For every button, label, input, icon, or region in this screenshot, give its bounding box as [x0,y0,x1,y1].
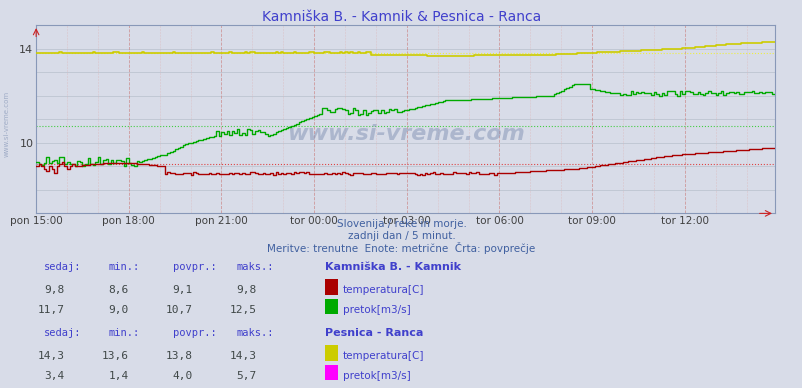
Text: Slovenija / reke in morje.: Slovenija / reke in morje. [336,219,466,229]
Text: Kamniška B. - Kamnik: Kamniška B. - Kamnik [325,262,460,272]
Text: maks.:: maks.: [237,262,274,272]
Text: min.:: min.: [108,262,140,272]
Text: temperatura[C]: temperatura[C] [342,285,423,295]
Text: povpr.:: povpr.: [172,262,216,272]
Text: 9,8: 9,8 [44,285,64,295]
Text: www.si-vreme.com: www.si-vreme.com [3,91,10,157]
Text: 5,7: 5,7 [237,371,257,381]
Text: temperatura[C]: temperatura[C] [342,351,423,361]
Text: 12,5: 12,5 [229,305,257,315]
Text: 10,7: 10,7 [165,305,192,315]
Text: 4,0: 4,0 [172,371,192,381]
Text: Meritve: trenutne  Enote: metrične  Črta: povprečje: Meritve: trenutne Enote: metrične Črta: … [267,242,535,255]
Text: 3,4: 3,4 [44,371,64,381]
Text: pretok[m3/s]: pretok[m3/s] [342,371,410,381]
Text: Kamniška B. - Kamnik & Pesnica - Ranca: Kamniška B. - Kamnik & Pesnica - Ranca [261,10,541,24]
Text: 1,4: 1,4 [108,371,128,381]
Text: sedaj:: sedaj: [44,262,82,272]
Text: 14,3: 14,3 [37,351,64,361]
Text: 13,6: 13,6 [101,351,128,361]
Text: 9,0: 9,0 [108,305,128,315]
Text: povpr.:: povpr.: [172,328,216,338]
Text: maks.:: maks.: [237,328,274,338]
Text: 8,6: 8,6 [108,285,128,295]
Text: pretok[m3/s]: pretok[m3/s] [342,305,410,315]
Text: 9,1: 9,1 [172,285,192,295]
Text: 14,3: 14,3 [229,351,257,361]
Text: Pesnica - Ranca: Pesnica - Ranca [325,328,423,338]
Text: www.si-vreme.com: www.si-vreme.com [286,125,524,144]
Text: 9,8: 9,8 [237,285,257,295]
Text: 11,7: 11,7 [37,305,64,315]
Text: 13,8: 13,8 [165,351,192,361]
Text: sedaj:: sedaj: [44,328,82,338]
Text: zadnji dan / 5 minut.: zadnji dan / 5 minut. [347,231,455,241]
Text: min.:: min.: [108,328,140,338]
